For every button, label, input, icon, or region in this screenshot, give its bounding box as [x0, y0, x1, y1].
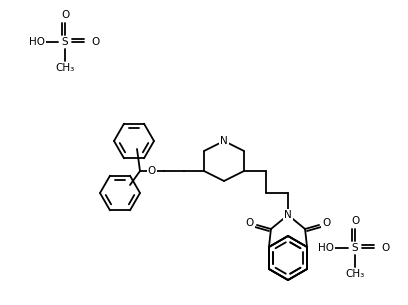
- Text: HO: HO: [29, 37, 45, 47]
- Text: HO: HO: [318, 243, 334, 253]
- Text: O: O: [351, 216, 359, 226]
- Text: N: N: [220, 136, 228, 146]
- Text: O: O: [381, 243, 389, 253]
- Text: N: N: [284, 210, 292, 220]
- Text: S: S: [352, 243, 358, 253]
- Text: O: O: [91, 37, 99, 47]
- Text: CH₃: CH₃: [346, 269, 365, 279]
- Text: S: S: [62, 37, 68, 47]
- Text: O: O: [148, 166, 156, 176]
- Text: O: O: [246, 218, 254, 228]
- Text: CH₃: CH₃: [55, 63, 75, 73]
- Text: O: O: [61, 10, 69, 20]
- Text: O: O: [322, 218, 330, 228]
